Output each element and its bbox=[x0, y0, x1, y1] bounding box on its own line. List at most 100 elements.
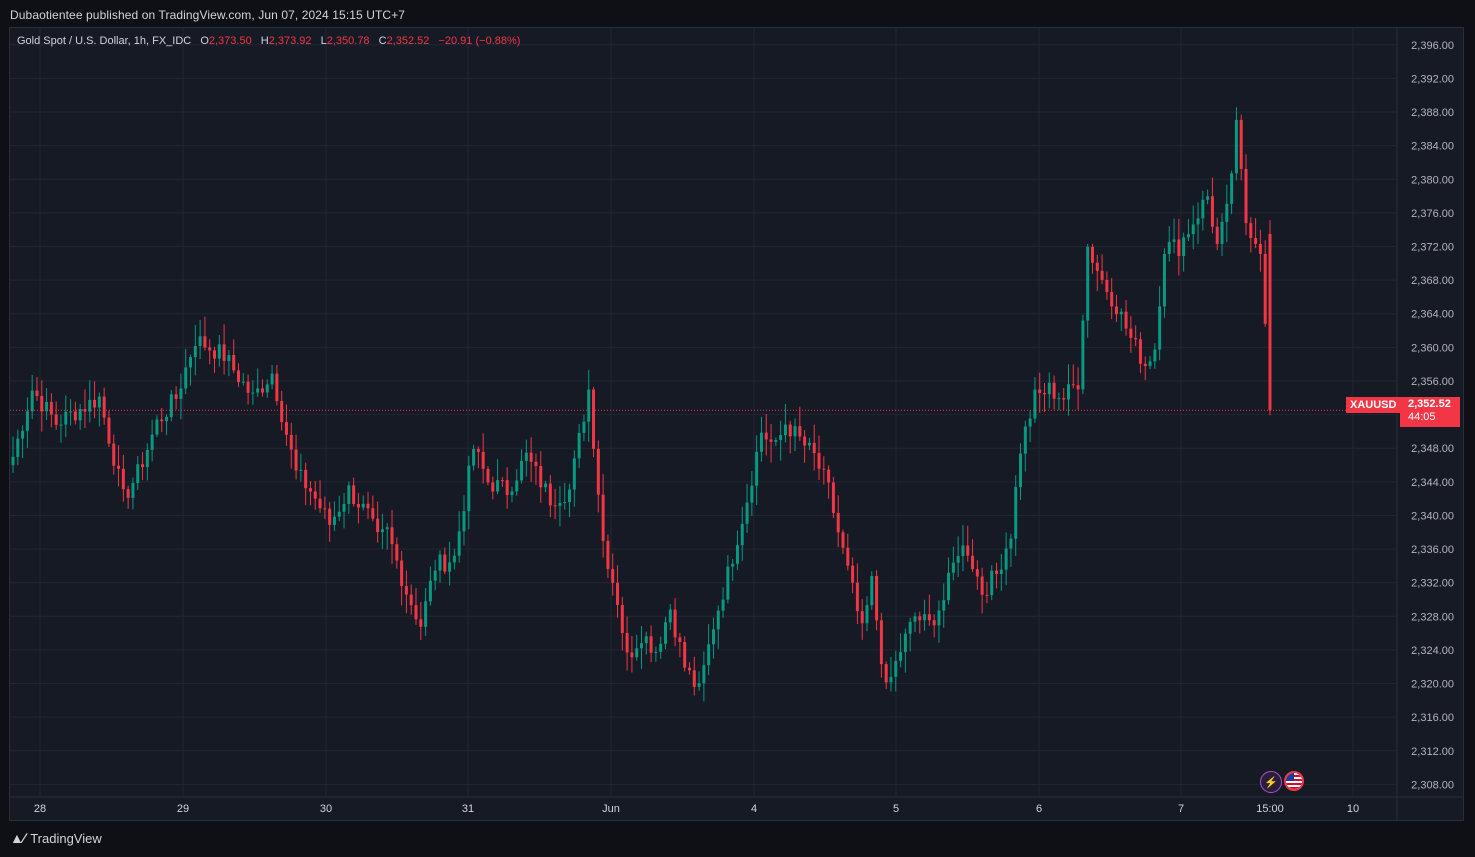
candle-body bbox=[385, 527, 389, 530]
candle-body bbox=[707, 644, 711, 666]
candle-body bbox=[352, 485, 356, 504]
price-tick-label: 2,384.00 bbox=[1411, 141, 1454, 153]
candle-body bbox=[769, 439, 773, 442]
lightning-icon[interactable]: ⚡ bbox=[1260, 771, 1282, 793]
candle-body bbox=[1268, 233, 1272, 411]
low-value: 2,350.78 bbox=[326, 35, 370, 47]
candle-body bbox=[222, 344, 226, 362]
change-value: −20.91 (−0.88%) bbox=[438, 35, 521, 47]
candle-body bbox=[1215, 226, 1219, 244]
candle-body bbox=[966, 545, 970, 556]
candle-body bbox=[337, 511, 341, 517]
candle-body bbox=[400, 560, 404, 586]
candle-body bbox=[855, 582, 859, 612]
candle-body bbox=[328, 508, 332, 525]
candle-body bbox=[174, 394, 178, 399]
candle-body bbox=[313, 491, 317, 499]
candle-body bbox=[601, 494, 605, 541]
candle-body bbox=[69, 411, 73, 413]
candle-body bbox=[1081, 320, 1085, 390]
candle-body bbox=[25, 411, 29, 431]
candle-body bbox=[462, 511, 466, 532]
candle-body bbox=[663, 622, 667, 644]
price-tick-label: 2,368.00 bbox=[1411, 275, 1454, 287]
candle-body bbox=[711, 629, 715, 645]
candle-body bbox=[553, 505, 557, 507]
candle-body bbox=[308, 488, 312, 492]
candle-body bbox=[500, 480, 504, 482]
candle-body bbox=[366, 503, 370, 509]
candle-body bbox=[30, 390, 34, 412]
candle-body bbox=[347, 485, 351, 504]
candle-body bbox=[870, 576, 874, 606]
candle-body bbox=[280, 401, 284, 423]
us-flag-icon[interactable] bbox=[1284, 771, 1304, 791]
candle-body bbox=[1196, 218, 1200, 225]
candle-body bbox=[208, 347, 212, 351]
candle-body bbox=[884, 664, 888, 683]
candle-body bbox=[486, 468, 490, 483]
time-tick-label: 4 bbox=[751, 803, 757, 815]
tradingview-logo-icon: ▲∕ bbox=[10, 830, 25, 846]
price-tick-label: 2,360.00 bbox=[1411, 342, 1454, 354]
candle-body bbox=[1138, 339, 1142, 364]
candle-body bbox=[1124, 311, 1128, 329]
candle-body bbox=[831, 482, 835, 513]
candle-body bbox=[1038, 389, 1042, 393]
candle-body bbox=[937, 610, 941, 626]
candle-body bbox=[1249, 223, 1253, 239]
candle-body bbox=[1210, 196, 1214, 227]
candle-body bbox=[932, 620, 936, 626]
candle-body bbox=[1244, 168, 1248, 224]
candle-body bbox=[1230, 173, 1234, 204]
candle-body bbox=[568, 489, 572, 503]
candle-body bbox=[923, 614, 927, 621]
candle-body bbox=[879, 620, 883, 665]
candle-body bbox=[256, 388, 260, 393]
candle-body bbox=[438, 554, 442, 571]
candle-body bbox=[1143, 363, 1147, 367]
candle-body bbox=[942, 600, 946, 611]
candle-body bbox=[1119, 311, 1123, 315]
candle-body bbox=[673, 609, 677, 638]
candle-body bbox=[793, 426, 797, 437]
candle-body bbox=[419, 619, 423, 627]
candle-body bbox=[927, 614, 931, 621]
candle-body bbox=[803, 436, 807, 446]
candle-body bbox=[491, 482, 495, 492]
time-tick-label: 29 bbox=[177, 803, 189, 815]
candle-body bbox=[697, 683, 701, 687]
candle-body bbox=[198, 336, 202, 346]
candle-body bbox=[1043, 392, 1047, 395]
candle-body bbox=[452, 555, 456, 563]
chart-frame[interactable] bbox=[9, 27, 1464, 821]
candle-body bbox=[203, 336, 207, 348]
candle-body bbox=[395, 544, 399, 561]
candle-body bbox=[428, 580, 432, 602]
candle-body bbox=[11, 456, 15, 466]
candle-body bbox=[49, 401, 53, 415]
price-axis: 2,308.00 2,312.00 2,316.00 2,320.00 2,324.00… bbox=[10, 28, 1463, 820]
candle-body bbox=[539, 465, 543, 488]
candle-body bbox=[947, 572, 951, 601]
candle-body bbox=[759, 432, 763, 452]
candle-body bbox=[121, 468, 125, 490]
candle-body bbox=[73, 411, 77, 421]
candle-body bbox=[131, 482, 135, 498]
candle-body bbox=[846, 547, 850, 566]
candle-body bbox=[275, 373, 279, 402]
candle-body bbox=[951, 562, 955, 573]
candle-body bbox=[433, 570, 437, 581]
published-by: Dubaotientee published on TradingView.co… bbox=[10, 8, 406, 22]
candle-body bbox=[659, 643, 663, 652]
candle-body bbox=[1023, 426, 1027, 454]
candle-body bbox=[721, 599, 725, 611]
candle-body bbox=[1014, 487, 1018, 539]
candle-body bbox=[251, 392, 255, 394]
candle-body bbox=[457, 531, 461, 556]
candle-body bbox=[520, 460, 524, 481]
price-tick-label: 2,316.00 bbox=[1411, 712, 1454, 724]
candle-body bbox=[1153, 349, 1157, 362]
price-tick-label: 2,340.00 bbox=[1411, 510, 1454, 522]
